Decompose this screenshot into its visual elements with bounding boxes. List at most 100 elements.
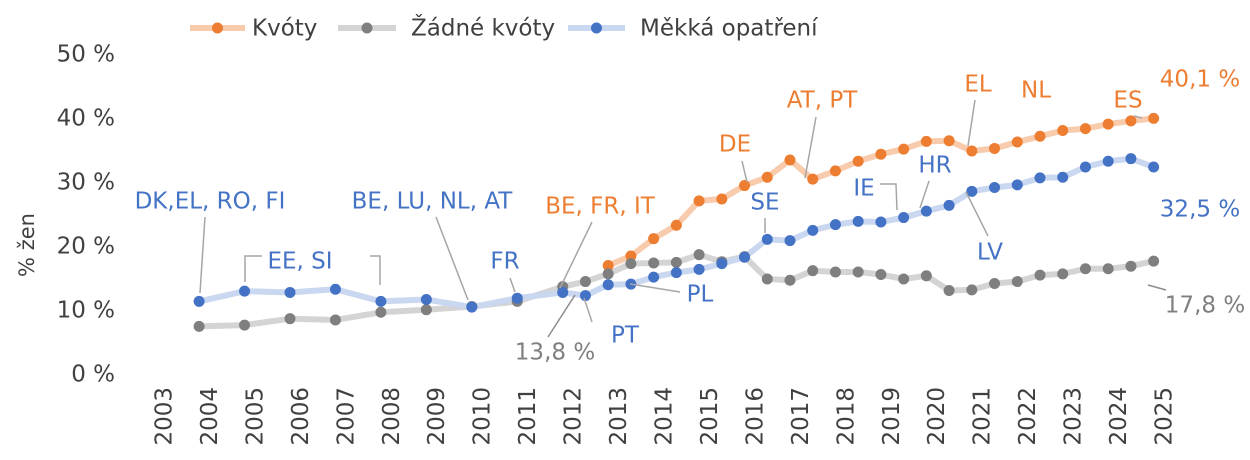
data-point <box>1125 115 1137 127</box>
data-point <box>920 135 932 147</box>
data-point <box>648 271 660 283</box>
x-tick-label: 2008 <box>379 387 405 446</box>
data-point <box>852 266 864 278</box>
data-point <box>375 306 387 318</box>
data-point <box>579 290 591 302</box>
data-point <box>761 273 773 285</box>
annotation-leader <box>629 283 681 293</box>
annotation: LV <box>977 240 1003 266</box>
legend-label: Měkká opatření <box>640 16 818 42</box>
legend-marker <box>212 22 223 34</box>
y-tick-label: 40 % <box>57 106 115 132</box>
data-point <box>920 270 932 282</box>
data-point <box>966 145 978 157</box>
data-point <box>943 199 955 211</box>
data-point <box>739 251 751 263</box>
annotation-leader <box>880 183 898 211</box>
data-point <box>329 314 341 326</box>
data-point <box>602 268 614 280</box>
data-point <box>716 258 728 270</box>
data-point <box>239 285 251 297</box>
data-point <box>784 274 796 286</box>
data-point <box>989 277 1001 289</box>
data-point <box>284 286 296 298</box>
annotation: ES <box>1113 88 1142 114</box>
annotation: PL <box>687 282 714 308</box>
data-point <box>1034 130 1046 142</box>
x-tick-label: 2003 <box>152 387 178 446</box>
x-tick-label: 2024 <box>1106 387 1132 446</box>
data-point <box>1102 118 1114 130</box>
data-point <box>898 273 910 285</box>
annotation: BE, FR, IT <box>545 194 656 220</box>
y-tick-label: 10 % <box>57 298 115 324</box>
annotation-leader <box>1133 115 1143 119</box>
data-point <box>1079 263 1091 275</box>
x-tick-label: 2009 <box>424 387 450 446</box>
data-point <box>579 276 591 288</box>
data-point <box>989 181 1001 193</box>
annotation-leader <box>804 116 817 179</box>
x-tick-label: 2015 <box>697 387 723 446</box>
data-point <box>852 155 864 167</box>
annotation-leader <box>1147 284 1167 291</box>
data-point <box>875 148 887 160</box>
x-tick-label: 2018 <box>833 387 859 446</box>
data-point <box>1102 263 1114 275</box>
data-point <box>1102 155 1114 167</box>
annotation: NL <box>1021 78 1051 104</box>
x-tick-label: 2004 <box>197 387 223 446</box>
x-tick-label: 2014 <box>652 387 678 446</box>
annotation-leader <box>965 191 989 237</box>
data-point <box>625 258 637 270</box>
data-point <box>898 143 910 155</box>
x-tick-label: 2023 <box>1061 387 1087 446</box>
annotation-leader <box>199 216 206 294</box>
x-tick-label: 2017 <box>788 387 814 446</box>
x-tick-label: 2007 <box>333 387 359 446</box>
data-point <box>761 171 773 183</box>
data-point <box>966 284 978 296</box>
data-point <box>1011 179 1023 191</box>
data-point <box>284 313 296 325</box>
data-point <box>1011 276 1023 288</box>
data-point <box>602 279 614 291</box>
annotation: DE <box>719 132 751 158</box>
data-point <box>829 165 841 177</box>
data-point <box>329 283 341 295</box>
data-point <box>761 233 773 245</box>
x-tick-label: 2011 <box>515 387 541 446</box>
data-point <box>807 173 819 185</box>
data-point <box>920 205 932 217</box>
legend-marker <box>591 22 602 34</box>
x-tick-label: 2025 <box>1152 387 1178 446</box>
annotation-leader <box>967 99 976 147</box>
data-point <box>511 292 523 304</box>
legend-marker <box>361 22 373 34</box>
data-point <box>375 295 387 307</box>
data-point <box>420 304 432 316</box>
x-tick-label: 2021 <box>970 387 996 446</box>
data-point <box>693 195 705 207</box>
x-tick-label: 2006 <box>288 387 314 446</box>
data-point <box>1057 171 1069 183</box>
data-point <box>670 219 682 231</box>
data-point <box>1125 260 1137 272</box>
legend-label: Žádné kvóty <box>411 14 555 42</box>
data-point <box>784 154 796 166</box>
data-point <box>693 263 705 275</box>
x-tick-label: 2005 <box>242 387 268 446</box>
annotation-leader <box>741 160 748 183</box>
data-point <box>807 224 819 236</box>
data-point <box>1079 123 1091 135</box>
data-point <box>943 285 955 297</box>
data-point <box>875 269 887 281</box>
data-point <box>625 250 637 262</box>
data-point <box>1125 153 1137 165</box>
annotation-leader <box>244 255 381 285</box>
data-point <box>670 256 682 268</box>
y-tick-label: 50 % <box>57 42 115 68</box>
data-point <box>193 295 205 307</box>
data-point <box>193 320 205 332</box>
